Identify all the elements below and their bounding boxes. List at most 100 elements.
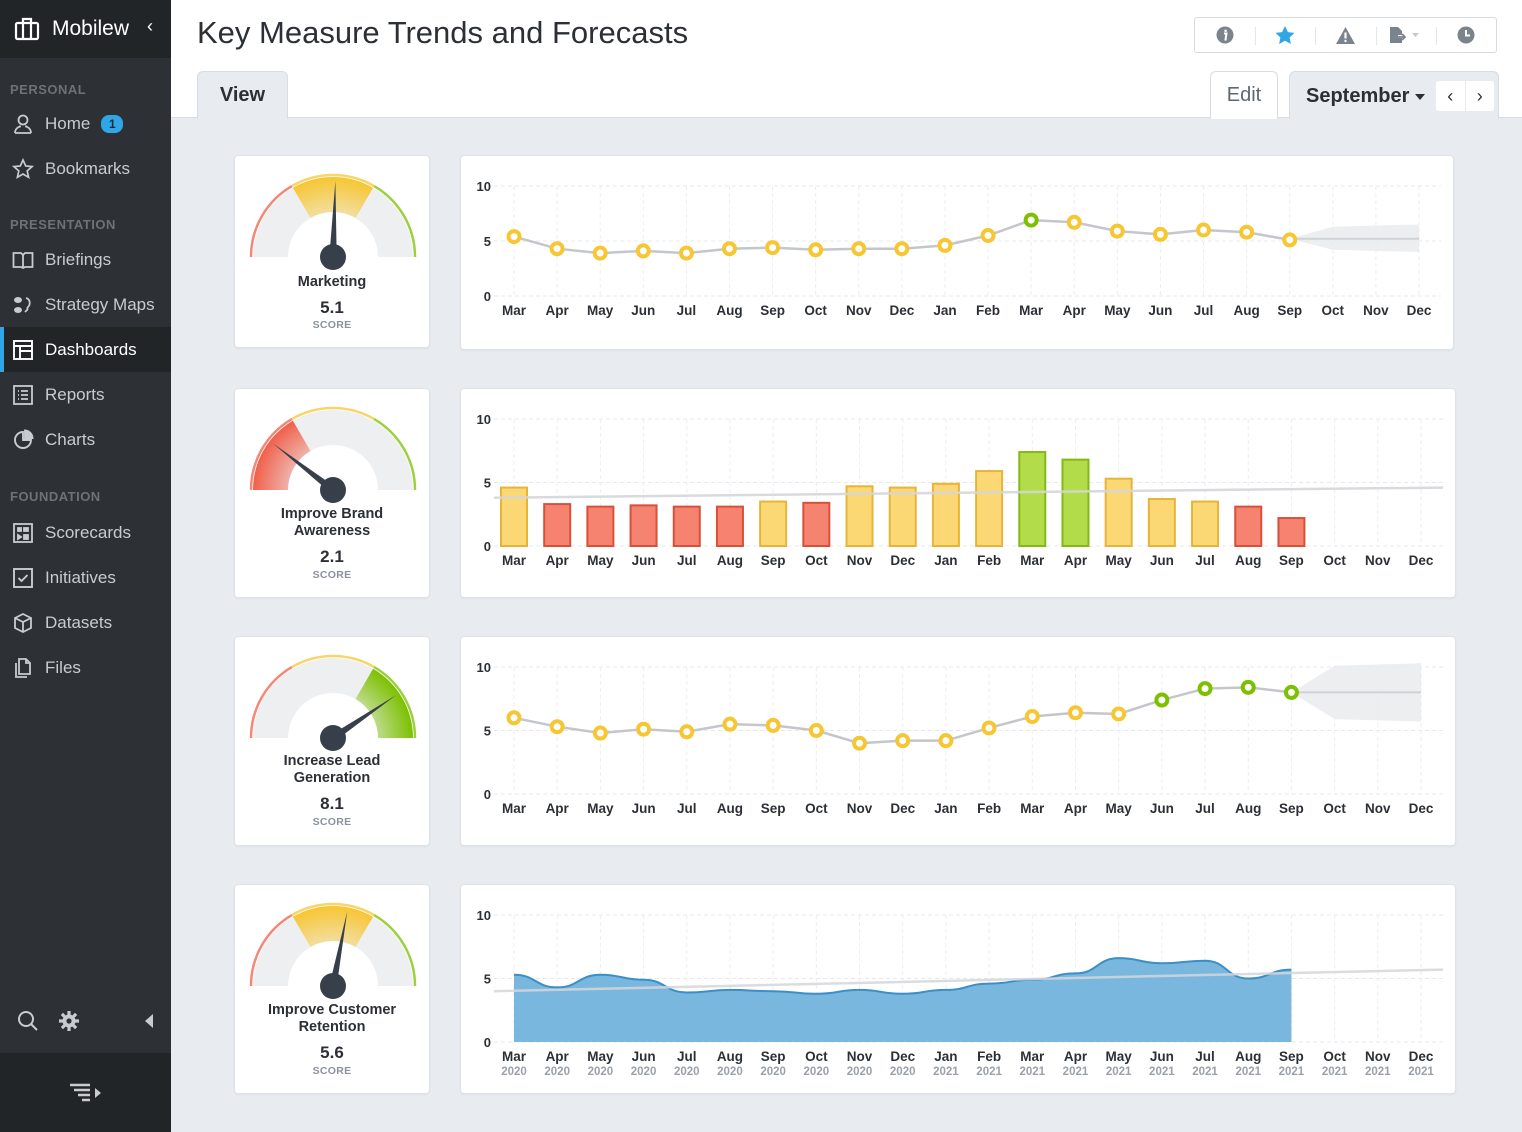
data-point: [765, 717, 781, 733]
tab-view[interactable]: View: [197, 71, 288, 119]
x-tick-year: 2021: [1019, 1066, 1045, 1078]
bar: [629, 504, 658, 547]
sidebar-item-briefings[interactable]: Briefings: [0, 237, 171, 282]
x-tick-label: Nov: [1365, 801, 1391, 816]
x-tick-year: 2021: [1365, 1066, 1391, 1078]
sidebar-item-home[interactable]: Home 1: [0, 101, 171, 146]
next-period-button[interactable]: ›: [1464, 81, 1495, 111]
gauge-card[interactable]: Improve Customer Retention 5.6 SCORE: [234, 884, 430, 1094]
x-tick-label: Aug: [717, 1049, 743, 1064]
x-tick-label: Oct: [805, 801, 828, 816]
x-tick-label: Sep: [761, 553, 786, 568]
filter-menu-icon[interactable]: [66, 1082, 106, 1104]
sidebar-item-strategy-maps[interactable]: Strategy Maps: [0, 282, 171, 327]
history-button[interactable]: [1435, 18, 1496, 52]
x-tick-year: 2021: [1149, 1066, 1175, 1078]
prev-period-button[interactable]: ‹: [1447, 85, 1454, 106]
gauge-score-label: SCORE: [312, 319, 352, 331]
gauge-title: Marketing: [297, 274, 367, 290]
x-tick-label: Sep: [1279, 1049, 1304, 1064]
sidebar-item-dashboards[interactable]: Dashboards: [0, 327, 171, 372]
page-title: Key Measure Trends and Forecasts: [197, 15, 689, 50]
data-point: [592, 245, 608, 261]
star-icon: [1275, 25, 1295, 44]
alert-button[interactable]: [1315, 18, 1375, 52]
gear-icon[interactable]: [58, 1010, 80, 1032]
trend-chart[interactable]: 0 5 10 Mar Apr May Jun Jul Aug Sep Oct Nov Dec Jan Feb…: [461, 156, 1455, 351]
gauge-active-band: [292, 177, 374, 219]
gauge-score: 8.1: [320, 794, 344, 813]
trend-chart[interactable]: 0 5 10 Mar Apr May Jun Jul Aug Sep Oct Nov Dec Jan Feb…: [461, 389, 1457, 599]
sidebar-item-datasets[interactable]: Datasets: [0, 600, 171, 645]
bookmark-button[interactable]: [1255, 18, 1315, 52]
x-tick-label: Dec: [1409, 1049, 1434, 1064]
x-tick-label: Jun: [1150, 553, 1174, 568]
gauge-card[interactable]: Improve Brand Awareness 2.1 SCORE: [234, 388, 430, 598]
x-tick-label: Sep: [1279, 801, 1304, 816]
x-tick-label: Sep: [761, 1049, 786, 1064]
sidebar-item-label: Datasets: [45, 612, 113, 632]
sidebar-item-scorecards[interactable]: Scorecards: [0, 510, 171, 555]
gauge-rim-segment: [291, 173, 375, 188]
info-button[interactable]: [1195, 18, 1255, 52]
data-point: [1066, 214, 1082, 230]
chart-card: 0 5 10 Mar Apr May Jun Jul Aug Sep Oct Nov Dec Jan Feb…: [460, 636, 1456, 846]
data-point: [851, 241, 867, 257]
sidebar-item-charts[interactable]: Charts: [0, 417, 171, 462]
sidebar-header: Mobilew ‹: [0, 0, 171, 58]
x-tick-year: 2021: [1235, 1066, 1261, 1078]
chevron-left-icon[interactable]: ‹: [147, 16, 153, 36]
sidebar-bottom-bar: [0, 996, 171, 1048]
sidebar-item-initiatives[interactable]: Initiatives: [0, 555, 171, 600]
x-tick-label: Feb: [977, 1049, 1001, 1064]
x-tick-year: 2021: [1279, 1066, 1305, 1078]
files-icon: [15, 657, 31, 678]
gauge-hub: [320, 973, 346, 999]
gauge-rim-segment: [373, 417, 417, 491]
period-dropdown[interactable]: September: [1306, 85, 1426, 108]
sidebar-item-reports[interactable]: Reports: [0, 372, 171, 417]
gauge-score: 2.1: [320, 547, 344, 566]
chart-card: 0 5 10 Mar Apr May Jun Jul Aug Sep Oct Nov Dec Jan Feb…: [460, 388, 1456, 598]
gauge-rim-segment: [249, 913, 293, 987]
data-point: [1283, 684, 1299, 700]
user-icon: [14, 114, 32, 134]
x-tick-label: Apr: [546, 1049, 570, 1064]
x-tick-label: Apr: [546, 553, 570, 568]
data-point: [549, 241, 565, 257]
x-tick-label: Jul: [677, 303, 697, 318]
gauge-score-label: SCORE: [312, 569, 352, 581]
tab-edit[interactable]: Edit: [1210, 71, 1278, 119]
data-point: [679, 724, 695, 740]
x-tick-label: Apr: [546, 801, 570, 816]
bar: [1018, 451, 1047, 548]
gauge-rim-segment: [373, 665, 417, 739]
gauge-rim-segment: [249, 417, 293, 491]
scorecard-icon: [13, 522, 33, 543]
gauge-needle: [272, 443, 333, 491]
export-button[interactable]: [1375, 18, 1436, 52]
x-tick-label: Aug: [716, 303, 742, 318]
sidebar-item-files[interactable]: Files: [0, 645, 171, 690]
x-tick-label: Apr: [1064, 1049, 1088, 1064]
gauge-title: Improve Customer Retention: [267, 1002, 397, 1035]
x-tick-label: Sep: [1279, 553, 1304, 568]
sidebar-item-label: Initiatives: [45, 567, 116, 587]
x-tick-year: 2020: [717, 1066, 743, 1078]
y-tick-label: 10: [477, 908, 491, 923]
notification-badge: 1: [101, 114, 124, 133]
collapse-left-icon[interactable]: [144, 1014, 154, 1028]
sidebar-item-label: Reports: [45, 384, 105, 404]
sidebar-item-label: Strategy Maps: [45, 294, 155, 314]
bar: [715, 505, 744, 547]
trend-chart[interactable]: 0 5 10 Mar 2020 Apr 2020 May 2020 Jun 2020 Jul 2020 A…: [461, 885, 1457, 1095]
gauge-card[interactable]: Marketing 5.1 SCORE: [234, 155, 430, 348]
gauge-card[interactable]: Increase Lead Generation 8.1 SCORE: [234, 636, 430, 846]
search-icon[interactable]: [17, 1010, 39, 1032]
gauge-rim-segment: [291, 406, 375, 421]
data-point: [636, 721, 652, 737]
sidebar-item-bookmarks[interactable]: Bookmarks: [0, 146, 171, 191]
x-tick-year: 2021: [1192, 1066, 1218, 1078]
x-tick-label: Jul: [1195, 553, 1215, 568]
trend-chart[interactable]: 0 5 10 Mar Apr May Jun Jul Aug Sep Oct Nov Dec Jan Feb…: [461, 637, 1457, 847]
